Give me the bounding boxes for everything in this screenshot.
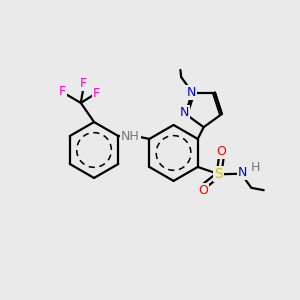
Text: O: O: [198, 184, 208, 197]
Text: N: N: [186, 86, 196, 99]
Text: F: F: [59, 85, 66, 98]
Text: F: F: [80, 77, 87, 90]
Text: N: N: [238, 166, 247, 179]
Text: H: H: [251, 161, 260, 174]
Text: NH: NH: [121, 130, 140, 142]
Text: O: O: [216, 146, 226, 158]
Text: F: F: [93, 87, 100, 100]
Text: S: S: [214, 167, 224, 181]
Text: N: N: [179, 106, 189, 119]
